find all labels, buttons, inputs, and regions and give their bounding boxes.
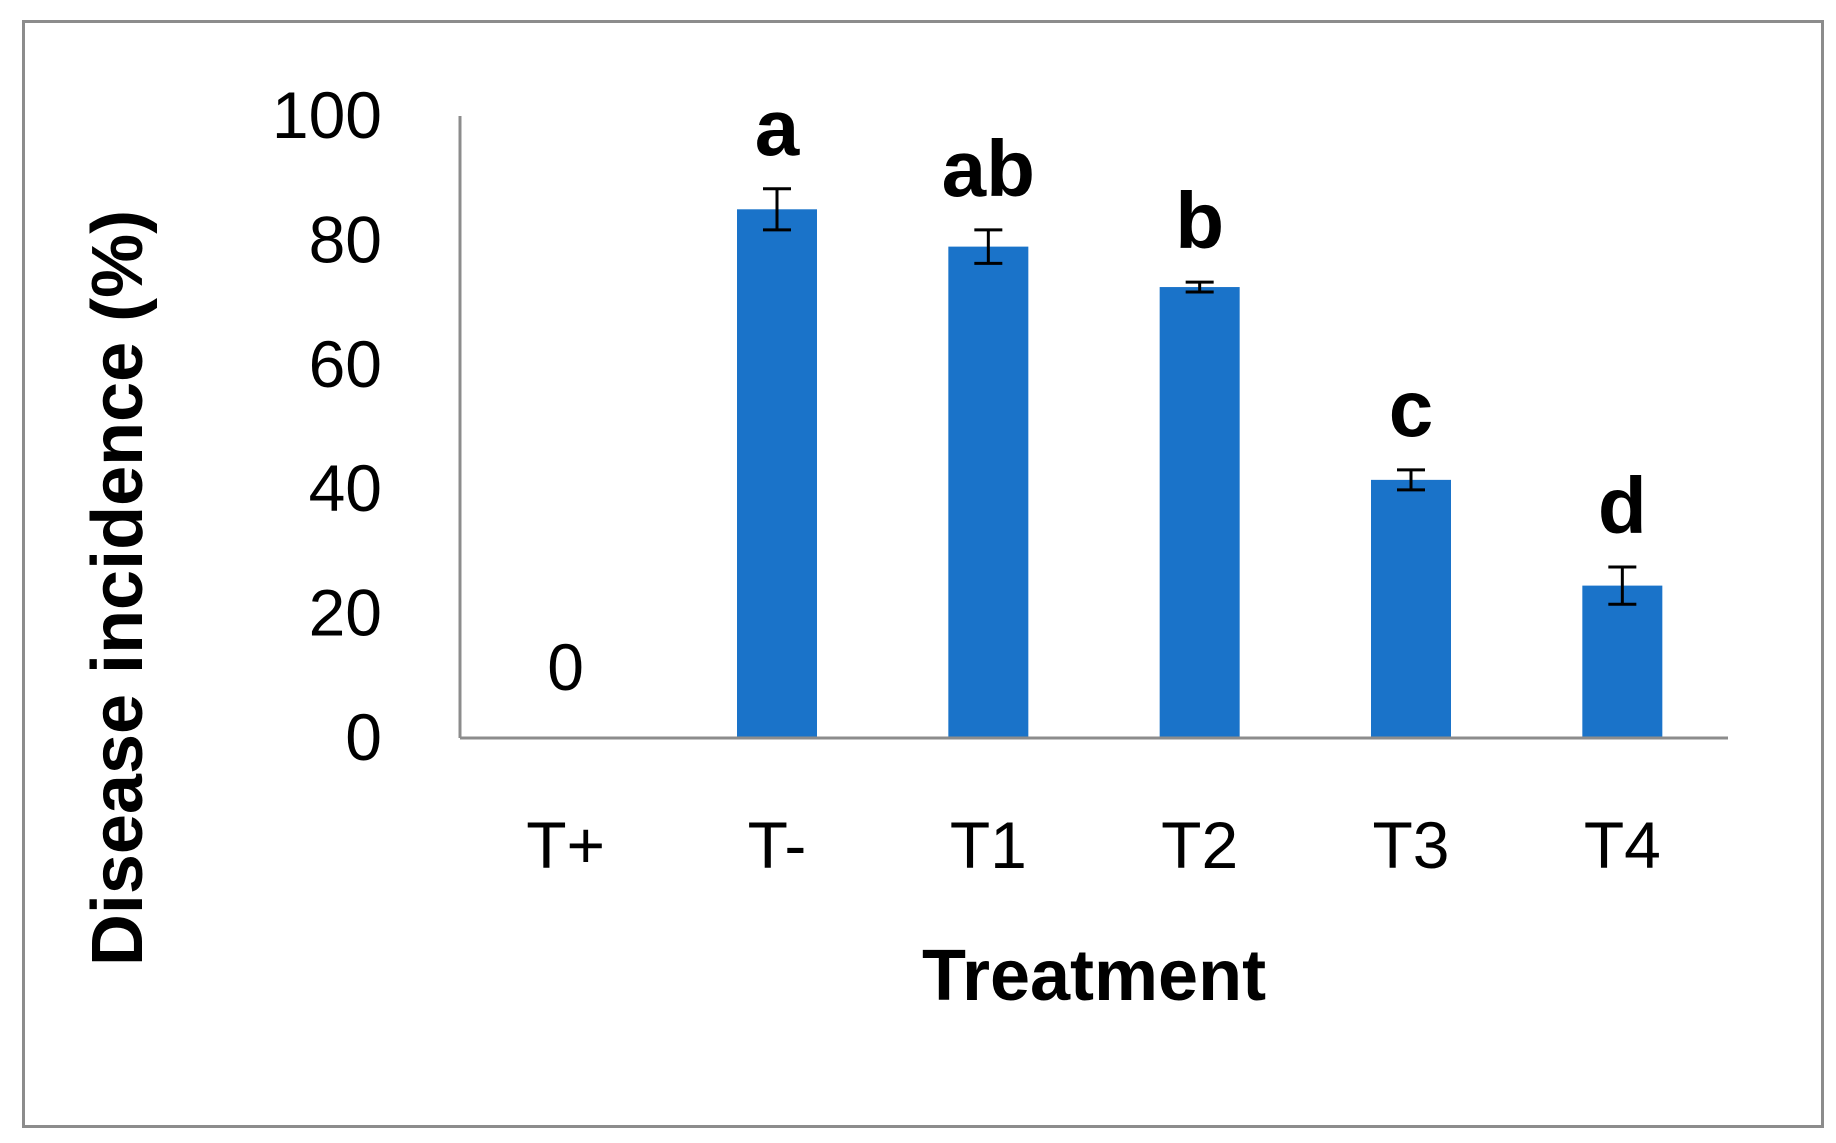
- bar-T-: [737, 209, 817, 739]
- x-tick-label: T+: [526, 808, 605, 882]
- y-axis-title: Disease incidence (%): [78, 210, 158, 966]
- y-tick-label: 20: [309, 576, 382, 650]
- x-tick-label: T-: [748, 808, 807, 882]
- significance-labels: 0 a ab b c d: [547, 83, 1646, 704]
- significance-label-T2: b: [1175, 176, 1224, 265]
- value-label-T+: 0: [547, 630, 584, 704]
- y-tick-label: 80: [309, 202, 382, 276]
- bar-T2: [1159, 287, 1240, 738]
- x-tick-label: T4: [1584, 808, 1661, 882]
- error-bar-T1: [974, 228, 1003, 265]
- significance-label-T-: a: [755, 83, 800, 172]
- error-bar-T4: [1608, 565, 1637, 606]
- significance-label-T4: d: [1598, 461, 1647, 550]
- x-tick-label: T3: [1372, 808, 1449, 882]
- y-tick-label: 0: [345, 700, 382, 774]
- x-axis-title: Treatment: [922, 936, 1266, 1016]
- error-bars: [763, 187, 1637, 606]
- x-axis-ticks: T+ T- T1 T2 T3 T4: [526, 808, 1661, 882]
- y-tick-label: 100: [272, 78, 382, 152]
- y-tick-label: 60: [309, 327, 382, 401]
- chart-frame: [22, 20, 1824, 1128]
- y-axis-ticks: 0 20 40 60 80 100: [272, 78, 382, 774]
- x-tick-label: T2: [1161, 808, 1238, 882]
- significance-label-T3: c: [1389, 364, 1434, 453]
- bar-T3: [1371, 479, 1451, 738]
- significance-label-T1: ab: [942, 124, 1035, 213]
- bars: [737, 209, 1663, 739]
- y-tick-label: 40: [309, 451, 382, 525]
- bar-T4: [1582, 585, 1663, 738]
- bar-T1: [948, 246, 1029, 738]
- error-bar-T-: [763, 187, 791, 232]
- error-bar-T2: [1185, 280, 1214, 294]
- error-bar-T3: [1397, 468, 1425, 492]
- x-tick-label: T1: [950, 808, 1027, 882]
